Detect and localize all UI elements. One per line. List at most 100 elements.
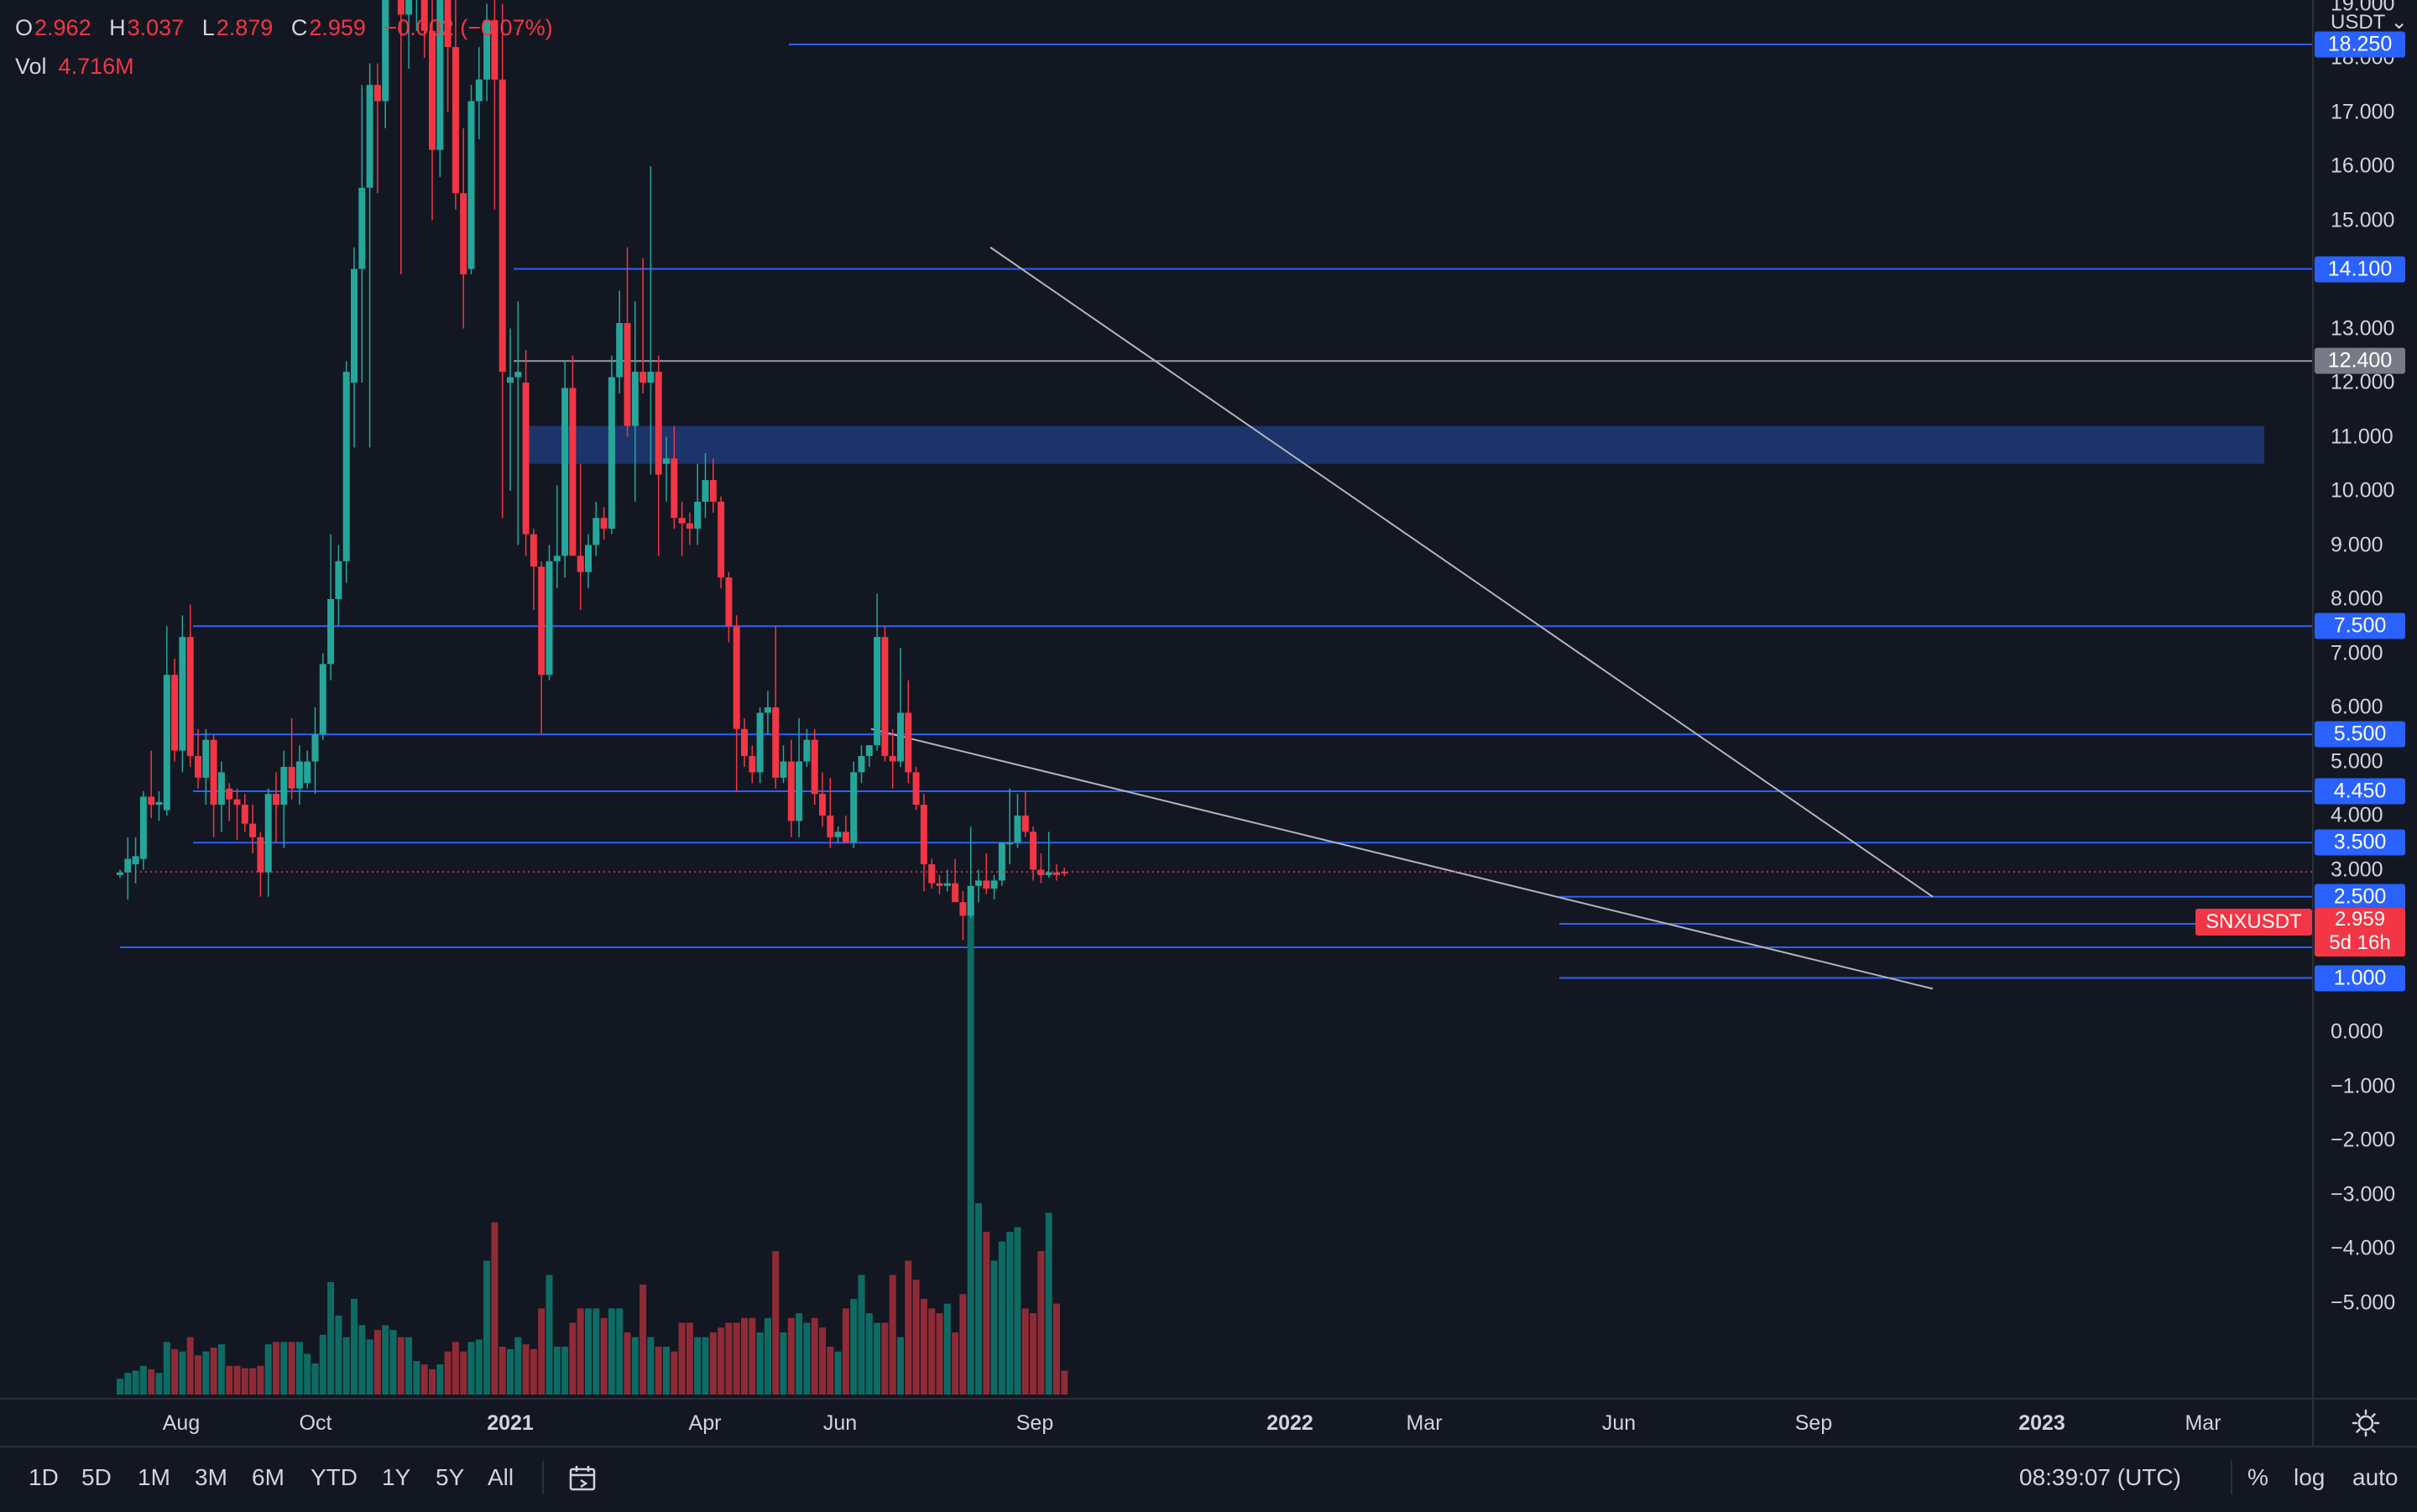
level-price-label: 5.500 <box>2315 721 2405 748</box>
volume-bar <box>351 1299 358 1395</box>
volume-bar <box>155 1373 163 1395</box>
volume-bar <box>561 1347 569 1395</box>
change-value: −0.002 (−0.07%) <box>384 15 553 40</box>
candle-body <box>756 712 764 773</box>
range-5d[interactable]: 5D <box>81 1464 112 1490</box>
volume-bar <box>600 1317 608 1395</box>
volume-value: 4.716M <box>58 54 134 79</box>
candle-body <box>155 801 163 806</box>
axis-corner[interactable] <box>2312 1398 2417 1447</box>
range-1y[interactable]: 1Y <box>382 1464 411 1490</box>
settings-icon[interactable] <box>2314 1400 2417 1447</box>
log-toggle[interactable]: log <box>2294 1464 2326 1490</box>
candle-body <box>585 545 592 572</box>
candle-body <box>686 523 693 529</box>
volume-bar <box>483 1260 491 1395</box>
candle-body <box>834 832 842 837</box>
volume-bar <box>467 1342 475 1395</box>
volume-bar <box>280 1342 288 1395</box>
range-6m[interactable]: 6M <box>252 1464 285 1490</box>
candle-body <box>226 788 233 800</box>
trendline <box>989 246 1934 898</box>
volume-bar <box>990 1260 998 1395</box>
candle-body <box>233 799 241 806</box>
level-price-label: 7.500 <box>2315 613 2405 639</box>
chart-pane[interactable]: O2.962 H3.037 L2.879 C2.959 −0.002 (−0.0… <box>0 0 2312 1398</box>
volume-bar <box>624 1332 631 1395</box>
price-tick: −4.000 <box>2331 1236 2396 1260</box>
volume-bar <box>593 1308 600 1395</box>
volume-bar <box>335 1315 342 1395</box>
candle-body <box>124 858 132 873</box>
candle-body <box>702 480 709 502</box>
volume-bar <box>124 1373 132 1395</box>
candle-body <box>139 796 147 859</box>
candle-body <box>718 501 725 578</box>
volume-bar <box>514 1337 522 1395</box>
candle-body <box>796 761 803 821</box>
volume-bar <box>834 1351 842 1395</box>
percent-toggle[interactable]: % <box>2247 1464 2268 1490</box>
price-tick: 12.000 <box>2331 370 2395 394</box>
candle-body <box>210 739 217 806</box>
candle-body <box>1021 816 1029 832</box>
candle-body <box>639 372 647 383</box>
candle-body <box>741 728 748 757</box>
range-5y[interactable]: 5Y <box>436 1464 465 1490</box>
clock-utc[interactable]: 08:39:07 (UTC) <box>2019 1464 2181 1490</box>
volume-bar <box>241 1368 248 1395</box>
candle-body <box>842 832 849 843</box>
trendline <box>870 727 1934 990</box>
time-tick: Oct <box>299 1411 332 1435</box>
auto-toggle[interactable]: auto <box>2352 1464 2399 1490</box>
range-all[interactable]: All <box>488 1464 514 1490</box>
volume-bar <box>186 1337 194 1395</box>
range-1d[interactable]: 1D <box>29 1464 59 1490</box>
candle-body <box>507 377 514 383</box>
range-ytd[interactable]: YTD <box>311 1464 358 1490</box>
volume-bar <box>117 1379 123 1395</box>
volume-bar <box>311 1363 319 1395</box>
candle-body <box>366 85 373 188</box>
volume-bar <box>319 1334 326 1395</box>
volume-bar <box>1053 1303 1060 1395</box>
candle-body <box>780 761 787 778</box>
level-price-label: 4.450 <box>2315 778 2405 805</box>
price-chart[interactable] <box>0 0 2312 1398</box>
candle-body <box>405 0 413 15</box>
volume-bar <box>210 1348 217 1395</box>
volume-bar <box>405 1337 413 1395</box>
volume-bar <box>163 1342 170 1395</box>
time-tick: Sep <box>1794 1411 1833 1435</box>
go-to-date-icon[interactable] <box>567 1464 601 1494</box>
time-axis[interactable]: Aug Oct 2021 Apr Jun Sep 2022 Mar Jun Sep 2023 Mar <box>0 1398 2312 1447</box>
price-tick: 8.000 <box>2331 587 2383 611</box>
currency-selector[interactable]: USDT ⌄ <box>2331 10 2408 34</box>
volume-bar <box>444 1351 452 1395</box>
candle-body <box>983 880 990 889</box>
range-3m[interactable]: 3M <box>195 1464 227 1490</box>
volume-bar <box>787 1317 795 1395</box>
candle-body <box>397 0 405 15</box>
price-axis[interactable]: USDT ⌄ 19.00018.00017.00016.00015.00014.… <box>2312 0 2417 1398</box>
candle-body <box>616 323 624 378</box>
volume-bar <box>195 1355 201 1395</box>
volume-bar <box>413 1361 420 1395</box>
price-tick: 17.000 <box>2331 100 2395 123</box>
volume-bar <box>772 1251 780 1395</box>
level-price-label: 3.500 <box>2315 829 2405 856</box>
volume-bar <box>342 1337 350 1395</box>
volume-bar <box>647 1337 655 1395</box>
volume-bar <box>132 1370 139 1395</box>
range-1m[interactable]: 1M <box>138 1464 170 1490</box>
volume-bar <box>295 1342 303 1395</box>
volume-bar <box>226 1365 233 1395</box>
candle-body <box>865 745 873 757</box>
volume-bar <box>273 1342 279 1395</box>
candle-body <box>382 0 389 102</box>
volume-bar <box>538 1308 546 1395</box>
candle-body <box>764 707 771 713</box>
volume-bar <box>460 1351 467 1395</box>
level-price-label: 1.000 <box>2315 965 2405 991</box>
price-tick: 15.000 <box>2331 208 2395 232</box>
